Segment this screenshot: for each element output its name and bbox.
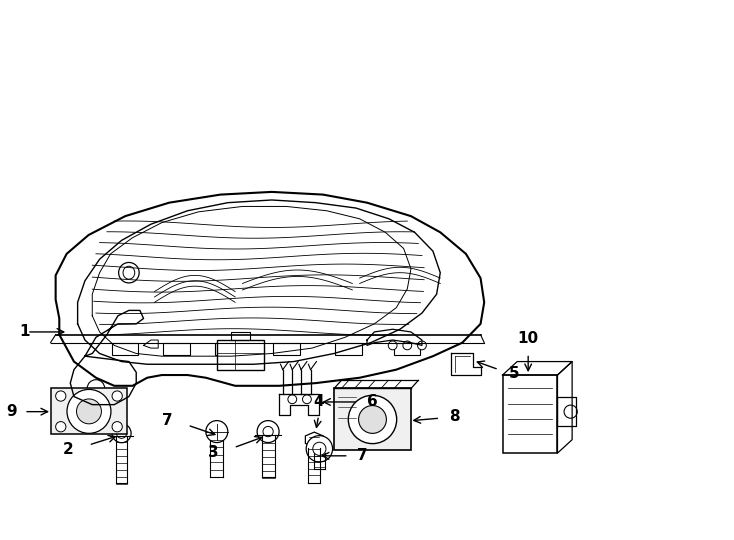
Circle shape xyxy=(257,421,279,443)
Bar xyxy=(112,343,139,355)
Bar xyxy=(51,388,128,434)
Circle shape xyxy=(313,442,326,455)
Circle shape xyxy=(56,391,66,401)
Circle shape xyxy=(112,424,131,443)
Circle shape xyxy=(56,422,66,432)
Text: 9: 9 xyxy=(6,404,17,419)
Bar xyxy=(273,343,299,355)
Text: 10: 10 xyxy=(517,332,539,347)
Bar xyxy=(214,343,241,355)
Polygon shape xyxy=(305,432,323,447)
Circle shape xyxy=(349,395,396,444)
Circle shape xyxy=(117,428,127,438)
Bar xyxy=(217,340,264,370)
Circle shape xyxy=(67,389,111,433)
Circle shape xyxy=(403,341,412,350)
Circle shape xyxy=(112,422,123,432)
Bar xyxy=(164,343,189,355)
Bar xyxy=(334,388,411,450)
Text: 7: 7 xyxy=(357,448,368,463)
Bar xyxy=(394,343,421,355)
Circle shape xyxy=(87,380,105,397)
Text: 2: 2 xyxy=(63,442,74,457)
Circle shape xyxy=(112,391,123,401)
Circle shape xyxy=(76,399,101,424)
Circle shape xyxy=(418,341,426,350)
Circle shape xyxy=(359,406,386,434)
Text: 6: 6 xyxy=(367,394,378,409)
Circle shape xyxy=(306,436,333,462)
Text: 7: 7 xyxy=(162,413,173,428)
Bar xyxy=(335,343,362,355)
Circle shape xyxy=(288,395,297,404)
Bar xyxy=(503,375,558,453)
Circle shape xyxy=(564,405,577,418)
Text: 8: 8 xyxy=(449,409,459,424)
Text: 3: 3 xyxy=(208,444,219,460)
Circle shape xyxy=(263,427,273,437)
Text: 4: 4 xyxy=(313,394,324,409)
Text: 5: 5 xyxy=(509,366,519,381)
Text: 1: 1 xyxy=(19,325,29,340)
Circle shape xyxy=(206,421,228,443)
Circle shape xyxy=(302,395,311,404)
Circle shape xyxy=(388,341,397,350)
